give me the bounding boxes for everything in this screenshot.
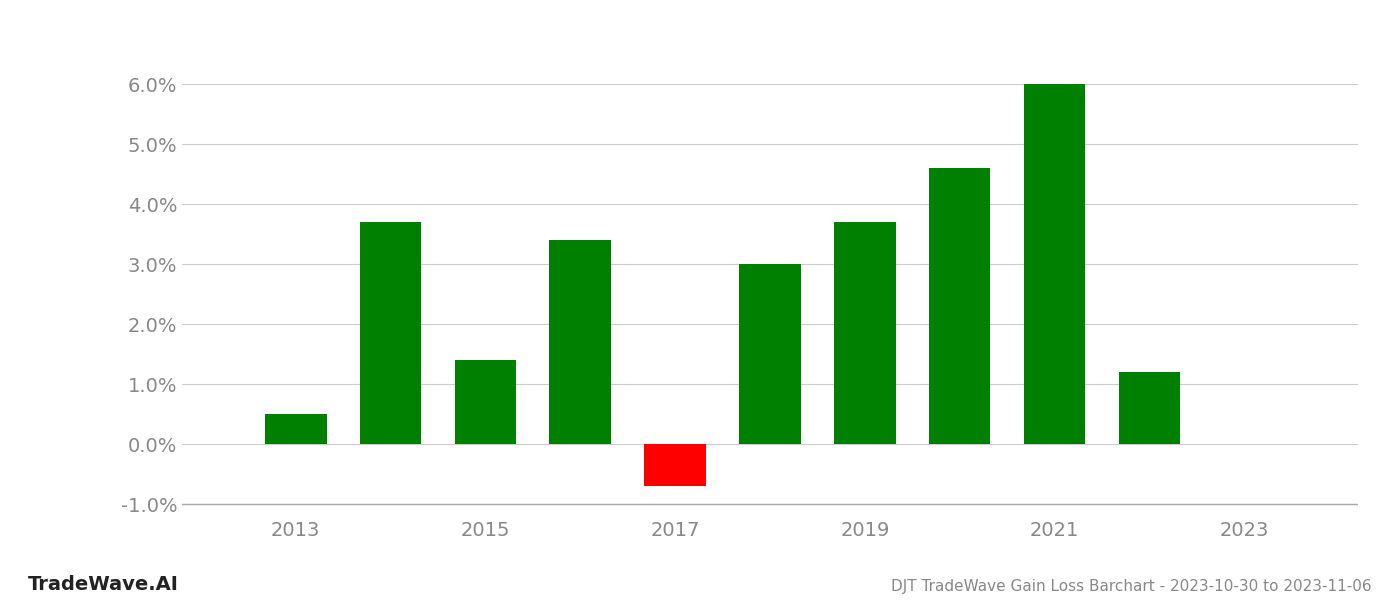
Bar [1119, 372, 1180, 444]
Bar [360, 222, 421, 444]
Bar [928, 168, 990, 444]
Bar [739, 264, 801, 444]
Bar [549, 240, 612, 444]
Text: DJT TradeWave Gain Loss Barchart - 2023-10-30 to 2023-11-06: DJT TradeWave Gain Loss Barchart - 2023-… [892, 579, 1372, 594]
Bar [644, 444, 706, 486]
Bar [834, 222, 896, 444]
Bar [1023, 84, 1085, 444]
Bar [455, 360, 517, 444]
Bar [265, 414, 326, 444]
Text: TradeWave.AI: TradeWave.AI [28, 575, 179, 594]
